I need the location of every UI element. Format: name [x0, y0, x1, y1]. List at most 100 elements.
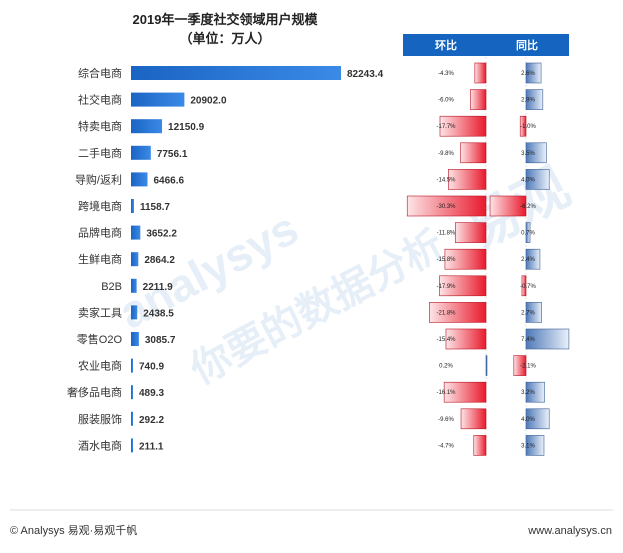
yoy-bar	[513, 355, 527, 376]
yoy-header: 同比	[516, 38, 538, 52]
yoy-label: 2.7%	[521, 310, 535, 316]
value-label: 3652.2	[146, 229, 177, 240]
category-label: 农业电商	[78, 359, 122, 373]
qoq-label: -15.8%	[436, 257, 456, 263]
yoy-label: 7.4%	[521, 337, 535, 343]
main-bar	[131, 172, 148, 187]
yoy-label: 3.1%	[521, 443, 535, 449]
qoq-bar	[460, 408, 487, 430]
yoy-bar	[525, 142, 547, 164]
category-label: 跨境电商	[78, 199, 122, 213]
category-label: 品牌电商	[78, 226, 122, 240]
yoy-label: 2.9%	[521, 98, 535, 104]
yoy-bar	[525, 435, 545, 456]
qoq-header: 环比	[435, 38, 457, 52]
qoq-bar	[470, 89, 487, 110]
yoy-bar	[525, 381, 545, 403]
category-label: 服装服饰	[78, 412, 122, 426]
qoq-label: -9.6%	[438, 417, 454, 423]
main-bar	[131, 358, 133, 373]
value-label: 2438.5	[143, 308, 174, 319]
value-label: 6466.6	[154, 175, 185, 186]
yoy-bar	[525, 169, 550, 190]
yoy-label: 4.0%	[521, 177, 535, 183]
category-label: 特卖电商	[78, 119, 122, 133]
yoy-label: -6.2%	[520, 204, 536, 210]
yoy-label: 3.2%	[521, 390, 535, 396]
qoq-bar	[447, 169, 487, 190]
qoq-bar	[444, 248, 487, 270]
value-label: 12150.9	[168, 122, 205, 133]
yoy-bar	[525, 408, 550, 430]
yoy-bar	[521, 275, 527, 297]
footer-right: www.analysys.cn	[527, 525, 612, 537]
table-header	[403, 34, 569, 56]
main-bar	[131, 225, 141, 240]
category-label: B2B	[101, 281, 122, 293]
qoq-label: -15.4%	[436, 337, 456, 343]
qoq-label: -14.5%	[436, 177, 456, 183]
yoy-bar	[525, 89, 544, 110]
category-label: 社交电商	[78, 93, 122, 107]
category-label: 导购/返利	[75, 172, 122, 186]
main-bar	[131, 66, 341, 80]
value-label: 82243.4	[347, 69, 384, 80]
yoy-bar	[525, 248, 541, 270]
value-label: 292.2	[139, 415, 164, 426]
qoq-label: -16.1%	[436, 390, 456, 396]
value-label: 2211.9	[143, 282, 173, 293]
yoy-label: 2.4%	[521, 257, 535, 263]
value-label: 3085.7	[145, 335, 176, 346]
qoq-label: -21.8%	[436, 310, 456, 316]
main-bar	[131, 252, 139, 267]
yoy-label: -1.0%	[520, 124, 536, 130]
yoy-label: -2.1%	[520, 364, 536, 370]
qoq-bar	[439, 275, 487, 297]
qoq-bar	[455, 222, 487, 243]
category-label: 二手电商	[78, 146, 122, 160]
watermark: analysys 易观 你要的数据分析	[110, 157, 579, 394]
qoq-bar	[406, 195, 487, 217]
footer-left: © Analysys 易观·易观千帆	[10, 523, 137, 537]
qoq-label: -11.8%	[437, 231, 456, 237]
value-label: 489.3	[139, 388, 164, 399]
category-label: 卖家工具	[78, 305, 122, 319]
main-bar	[131, 92, 185, 107]
yoy-bar	[525, 222, 531, 243]
qoq-label: -4.7%	[438, 443, 454, 449]
chart-title: 2019年一季度社交领域用户规模	[133, 12, 319, 27]
qoq-bar	[445, 328, 487, 350]
value-label: 7756.1	[157, 149, 188, 160]
category-label: 零售O2O	[77, 332, 123, 346]
qoq-bar	[473, 435, 487, 456]
qoq-label: -17.7%	[436, 124, 456, 130]
qoq-label: -4.3%	[438, 71, 454, 77]
main-bar	[131, 199, 134, 213]
main-bar	[131, 411, 133, 426]
yoy-label: 3.5%	[521, 151, 535, 157]
qoq-bar	[429, 302, 487, 323]
main-bar	[131, 278, 137, 293]
main-bar	[131, 385, 133, 400]
yoy-bar	[525, 302, 542, 323]
category-label: 生鲜电商	[78, 252, 122, 266]
value-label: 1158.7	[140, 202, 170, 213]
qoq-bar	[439, 115, 487, 137]
qoq-label: -6.0%	[438, 98, 454, 104]
main-bar	[131, 119, 163, 134]
qoq-label: -17.9%	[436, 284, 456, 290]
main-bar	[131, 305, 138, 320]
main-bar	[131, 145, 151, 160]
yoy-bar	[519, 115, 527, 137]
yoy-label: 4.0%	[521, 417, 535, 423]
yoy-label: 0.7%	[521, 231, 535, 237]
yoy-bar	[489, 195, 527, 217]
category-label: 酒水电商	[78, 438, 122, 452]
main-bar	[131, 438, 133, 453]
category-label: 奢侈品电商	[67, 385, 122, 399]
qoq-bar	[460, 142, 487, 164]
main-bar	[131, 332, 139, 346]
qoq-label: -9.8%	[438, 151, 454, 157]
qoq-label: 0.2%	[439, 364, 453, 370]
